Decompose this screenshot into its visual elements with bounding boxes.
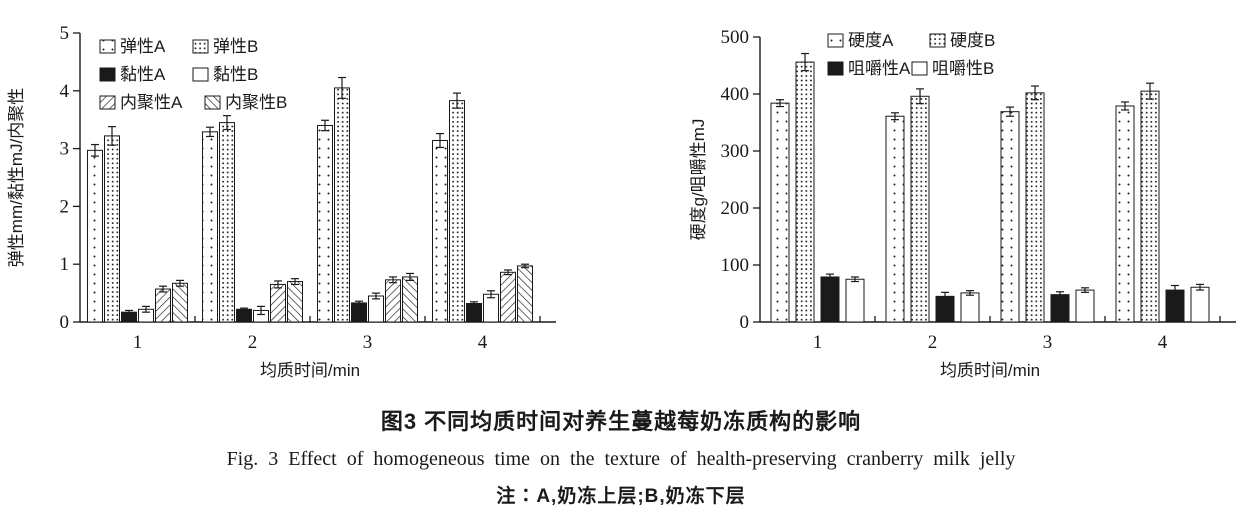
legend-swatch [827,33,844,48]
legend-label: 内聚性A [120,93,183,112]
bar [910,95,930,323]
bar [1025,92,1045,323]
y-axis-label: 弹性mm/黏性mJ/内聚性 [7,88,26,267]
legend-label: 咀嚼性A [848,59,911,78]
legend-item: 弹性B [192,37,258,56]
x-category-label: 2 [928,332,938,353]
bar [885,115,905,323]
bar [500,271,516,323]
bar [820,276,840,323]
x-category-label: 2 [248,332,258,353]
bar [270,283,286,323]
bar [466,303,482,323]
legend-swatch [929,33,946,48]
legend-item: 内聚性A [99,93,183,112]
legend-swatch [99,67,116,82]
figure-caption-chinese: 图3 不同均质时间对养生蔓越莓奶冻质构的影响 [380,409,862,434]
bar [104,135,120,323]
bar [1075,289,1095,323]
x-category-label: 3 [363,332,373,353]
legend-item: 咀嚼性B [911,59,994,78]
legend-label: 弹性A [120,37,166,56]
bar [236,308,252,323]
bar [770,102,790,323]
legend-item: 内聚性B [204,93,287,112]
x-category-label: 1 [133,332,143,353]
x-category-label: 3 [1043,332,1053,353]
y-tick-label: 3 [60,139,70,160]
legend-label: 黏性B [213,65,258,84]
y-axis-label: 硬度g/咀嚼性mJ [689,119,708,241]
x-category-label: 1 [813,332,823,353]
bar [385,279,401,323]
y-tick-label: 300 [721,141,750,162]
y-tick-label: 0 [60,312,70,333]
figure-caption-english: Fig. 3 Effect of homogeneous time on the… [226,448,1016,470]
legend-item: 咀嚼性A [827,59,911,78]
x-axis-label: 均质时间/min [260,361,360,380]
y-tick-label: 200 [721,198,750,219]
legend-label: 硬度A [848,31,894,50]
bar [334,87,350,323]
legend-label: 硬度B [950,31,995,50]
bar [1000,111,1020,323]
bar [1190,286,1210,323]
legend-label: 咀嚼性B [932,59,994,78]
hardness-bar-chart-right: 0 100 200 300 400 500 1 2 3 4 硬度g/咀嚼性mJ 均质时间/min 硬度A… [689,27,1236,380]
legend-swatch [827,61,844,76]
legend-item: 黏性A [99,65,166,84]
x-axis-label: 均质时间/min [940,361,1040,380]
y-tick-label: 1 [60,254,70,275]
bar [219,122,235,323]
bar [155,288,171,323]
bar [960,292,980,323]
y-tick-label: 400 [721,84,750,105]
x-category-label: 4 [478,332,488,353]
bar [1140,90,1160,323]
legend-swatch [204,95,221,110]
y-tick-label: 100 [721,255,750,276]
y-tick-label: 4 [60,81,70,102]
bar [368,295,384,323]
legend-swatch [192,67,209,82]
bar [1115,105,1135,323]
legend-label: 黏性A [120,65,166,84]
charts-row: 0 1 2 3 4 5 1 2 3 4 弹性mm/黏性mJ/内聚性均质时间/min 弹性A 弹性B 黏性A… [7,23,1236,380]
bar [483,293,499,323]
bar [287,281,303,323]
bar [317,124,333,323]
bar [351,302,367,323]
legend-item: 硬度A [827,31,894,50]
figure-note: 注∶A,奶冻上层;B,奶冻下层 [496,486,746,507]
bar [172,282,188,323]
legend-item: 黏性B [192,65,258,84]
bar [517,265,533,323]
legend-item: 弹性A [99,37,166,56]
bar [795,61,815,323]
legend-swatch [192,39,209,54]
legend-swatch [99,39,116,54]
y-tick-label: 500 [721,27,750,48]
bar [432,140,448,323]
bar [449,100,465,323]
legend-label: 弹性B [213,37,258,56]
bar [402,276,418,323]
legend-swatch [911,61,928,76]
bar [202,131,218,323]
legend-swatch [99,95,116,110]
y-tick-label: 2 [60,196,70,217]
legend-item: 硬度B [929,31,995,50]
bar [87,149,103,323]
x-category-label: 4 [1158,332,1168,353]
legend-label: 内聚性B [225,93,287,112]
bar [845,278,865,323]
y-tick-label: 0 [740,312,750,333]
bar [1050,294,1070,323]
y-tick-label: 5 [60,23,70,44]
